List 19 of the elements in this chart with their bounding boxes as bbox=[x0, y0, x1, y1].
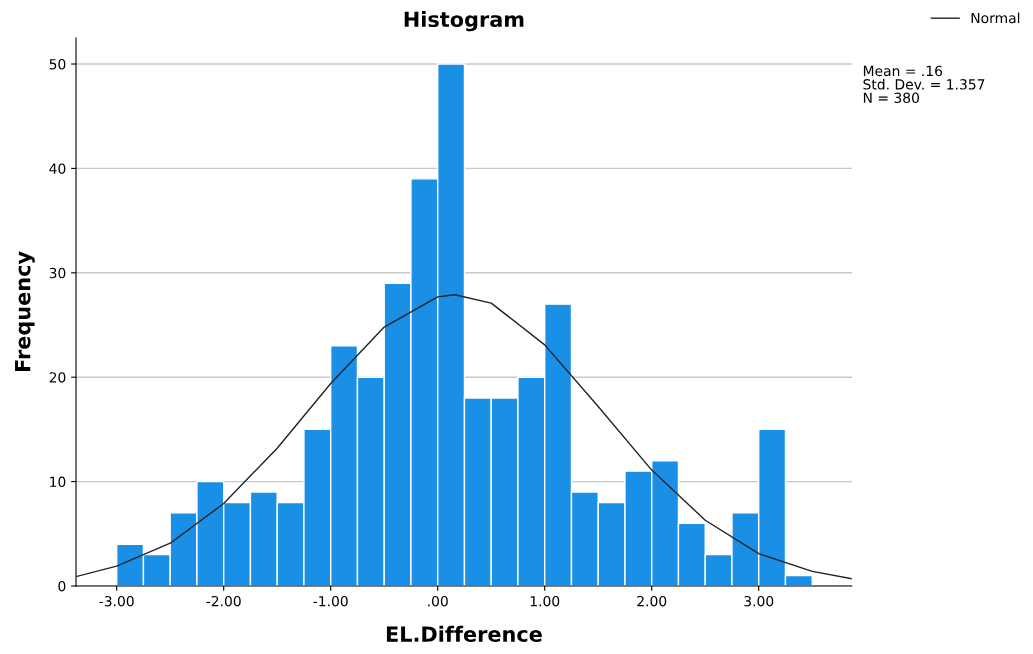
x-tick-label: -3.00 bbox=[99, 595, 134, 607]
line-series bbox=[76, 294, 852, 580]
x-tick-label: -2.00 bbox=[206, 595, 241, 607]
x-axis-title: EL.Difference bbox=[386, 625, 542, 642]
x-tick-label: 3.00 bbox=[744, 595, 774, 607]
y-tick-label: 30 bbox=[49, 267, 66, 279]
x-tick-label: 1.00 bbox=[530, 595, 560, 607]
x-tick-label: .00 bbox=[428, 595, 448, 607]
y-tick-label: 10 bbox=[50, 476, 66, 488]
y-tick-label: 0 bbox=[58, 580, 66, 592]
legend-label: Normal bbox=[971, 12, 1020, 24]
y-tick-label: 20 bbox=[49, 372, 66, 383]
y-tick-label: 40 bbox=[49, 163, 66, 174]
x-tick-label: 2.00 bbox=[637, 595, 667, 607]
x-tick-label: -1.00 bbox=[313, 595, 348, 607]
text: Mean = .16 Std. Dev. = 1.357 N = 380 bbox=[863, 65, 985, 104]
y-axis-title: Frequency bbox=[15, 251, 35, 372]
y-tick-label: 50 bbox=[49, 59, 66, 70]
chart-title: Histogram bbox=[404, 10, 524, 32]
